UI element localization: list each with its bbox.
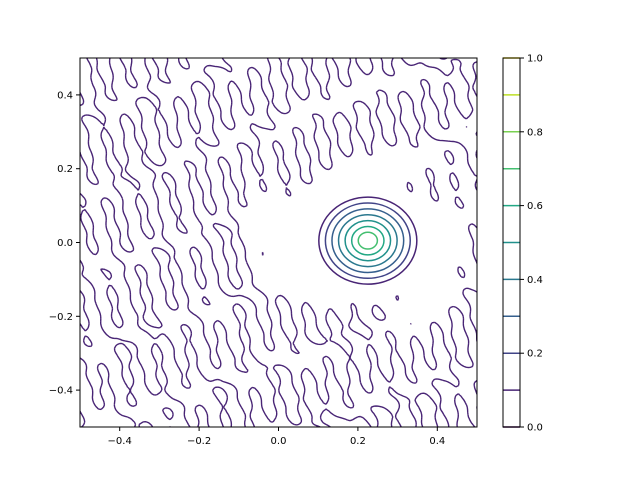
- x-tick-label: 0.2: [350, 436, 366, 447]
- peak-contour-ring: [318, 196, 418, 285]
- y-tick-label: −0.4: [49, 386, 73, 397]
- x-tick-label: 0.4: [429, 436, 445, 447]
- peak-contour-ring: [324, 202, 412, 280]
- y-tick-label: 0.2: [57, 164, 73, 175]
- colorbar-tick-label: 0.4: [527, 275, 543, 286]
- x-tick-label: −0.4: [108, 436, 132, 447]
- peak-contours: [318, 196, 418, 285]
- peak-contour-ring: [344, 219, 392, 262]
- colorbar-tick-label: 0.8: [527, 127, 543, 138]
- colorbar-tick-label: 0.6: [527, 201, 543, 212]
- colorbar-tick-label: 0.2: [527, 349, 543, 360]
- x-axis: −0.4 −0.2 0.0 0.2 0.4: [108, 427, 445, 447]
- colorbar-tick-label: 0.0: [527, 423, 543, 434]
- colorbar-tick-label: 1.0: [527, 54, 543, 65]
- y-axis: −0.4 −0.2 0.0 0.2 0.4: [49, 90, 80, 397]
- peak-contour-ring: [350, 225, 385, 256]
- colorbar-frame: [502, 57, 521, 428]
- x-tick-label: 0.0: [271, 436, 287, 447]
- colorbar: 0.0 0.2 0.4 0.6 0.8 1.0: [502, 54, 543, 434]
- y-tick-label: −0.2: [49, 312, 73, 323]
- x-tick-label: −0.2: [187, 436, 211, 447]
- peak-contour-ring: [337, 213, 398, 268]
- peak-contour-ring: [331, 208, 405, 274]
- y-tick-label: 0.0: [57, 238, 73, 249]
- y-tick-label: 0.4: [57, 90, 73, 101]
- peak-contour-ring: [357, 231, 379, 250]
